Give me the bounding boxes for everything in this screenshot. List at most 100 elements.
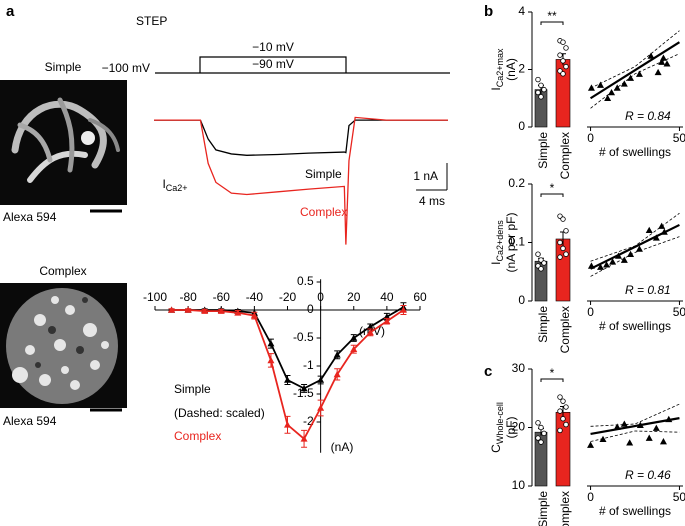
significance: *: [550, 366, 555, 380]
data-point: [557, 254, 563, 260]
confidence-band: [590, 212, 680, 262]
data-point: [645, 226, 653, 234]
current-trace: [154, 119, 448, 156]
data-point: [541, 260, 547, 266]
data-point: [613, 423, 621, 430]
x-tick-label: 50: [673, 490, 685, 504]
data-point: [366, 328, 374, 336]
data-point: [658, 58, 666, 65]
panel-label: c: [484, 363, 492, 380]
data-point: [620, 80, 628, 87]
data-point: [300, 384, 308, 392]
x-axis-label: # of swellings: [599, 145, 671, 159]
data-point: [609, 258, 617, 265]
x-axis-label: # of swellings: [599, 504, 671, 518]
significance: *: [550, 181, 555, 195]
annotation: R = 0.81: [625, 283, 671, 297]
data-point: [541, 86, 547, 93]
y-tick-label: 2: [518, 62, 525, 76]
y-axis-unit: (nA per pF): [504, 212, 518, 272]
y-tick-label: 0.5: [297, 274, 314, 288]
y-tick-label: -0.5: [293, 330, 314, 344]
data-point: [317, 376, 325, 383]
data-point: [626, 439, 634, 446]
data-point: [535, 89, 541, 96]
data-point: [659, 438, 667, 445]
data-point: [635, 245, 643, 252]
x-tick-label: -40: [246, 290, 264, 304]
x-tick-label: 0: [587, 305, 594, 319]
label-sub: Ca2+: [166, 183, 188, 193]
fit-line: [590, 223, 680, 270]
x-tick-label: Complex: [558, 306, 572, 353]
label-main: I: [489, 261, 503, 264]
data-point: [563, 63, 569, 70]
data-point: [267, 356, 275, 364]
data-point: [614, 252, 622, 259]
data-point: [538, 94, 544, 100]
annotation: R = 0.46: [625, 468, 671, 482]
x-tick-label: Complex: [558, 491, 572, 526]
data-point: [560, 416, 566, 422]
data-point: [603, 261, 611, 268]
data-point: [557, 427, 563, 434]
x-tick-label: Simple: [536, 491, 550, 526]
data-point: [560, 58, 566, 64]
data-point: [300, 435, 308, 442]
trace-label: Complex: [300, 205, 347, 219]
label-main: I: [489, 87, 503, 90]
trace-label: Simple: [305, 167, 342, 181]
data-point: [613, 84, 621, 91]
y-tick-label: 0: [518, 293, 525, 307]
data-point: [557, 52, 563, 58]
data-point: [654, 68, 662, 76]
data-point: [635, 70, 643, 77]
x-axis-label: # of swellings: [599, 319, 671, 333]
data-point: [538, 439, 544, 445]
data-point: [665, 415, 673, 423]
data-point: [217, 307, 225, 314]
data-point: [627, 74, 635, 81]
data-point: [563, 421, 569, 428]
image-title: Simple: [45, 60, 82, 74]
y-axis-label: ICa2+: [162, 177, 187, 193]
data-point: [168, 306, 176, 313]
data-point: [399, 306, 407, 313]
y-tick-label: -1.5: [293, 386, 314, 400]
data-point: [663, 60, 671, 67]
y-tick-label: 10: [512, 478, 526, 492]
x-tick-label: 0: [317, 290, 324, 304]
y-axis-unit: (pF): [504, 417, 518, 439]
y-axis-unit: (nA): [504, 58, 518, 81]
scale-label: 4 ms: [419, 194, 445, 208]
data-point: [563, 404, 569, 410]
y-tick-label: 4: [518, 4, 525, 18]
data-point: [560, 71, 566, 77]
data-point: [366, 323, 374, 330]
panel-label: b: [484, 3, 493, 20]
label-sub: Whole-cell: [495, 402, 505, 444]
x-tick-label: Simple: [536, 132, 550, 169]
x-tick-label: 60: [413, 290, 427, 304]
micrograph: [0, 283, 127, 408]
data-point: [608, 89, 616, 96]
x-tick-label: 40: [380, 290, 394, 304]
data-point: [563, 251, 569, 257]
data-point: [587, 84, 595, 91]
protocol-label: −90 mV: [252, 57, 294, 71]
x-tick-label: Complex: [558, 132, 572, 179]
data-point: [597, 81, 605, 88]
y-tick-label: 0.2: [508, 176, 525, 190]
image-stain: Alexa 594: [3, 414, 57, 428]
data-point: [350, 345, 358, 352]
data-point: [660, 228, 668, 235]
data-point: [563, 228, 569, 234]
data-point: [535, 435, 541, 441]
confidence-band: [590, 403, 680, 427]
data-point: [538, 424, 544, 431]
data-point: [604, 94, 612, 102]
data-point: [350, 334, 358, 341]
confidence-band: [590, 236, 680, 277]
fit-line: [589, 41, 681, 100]
